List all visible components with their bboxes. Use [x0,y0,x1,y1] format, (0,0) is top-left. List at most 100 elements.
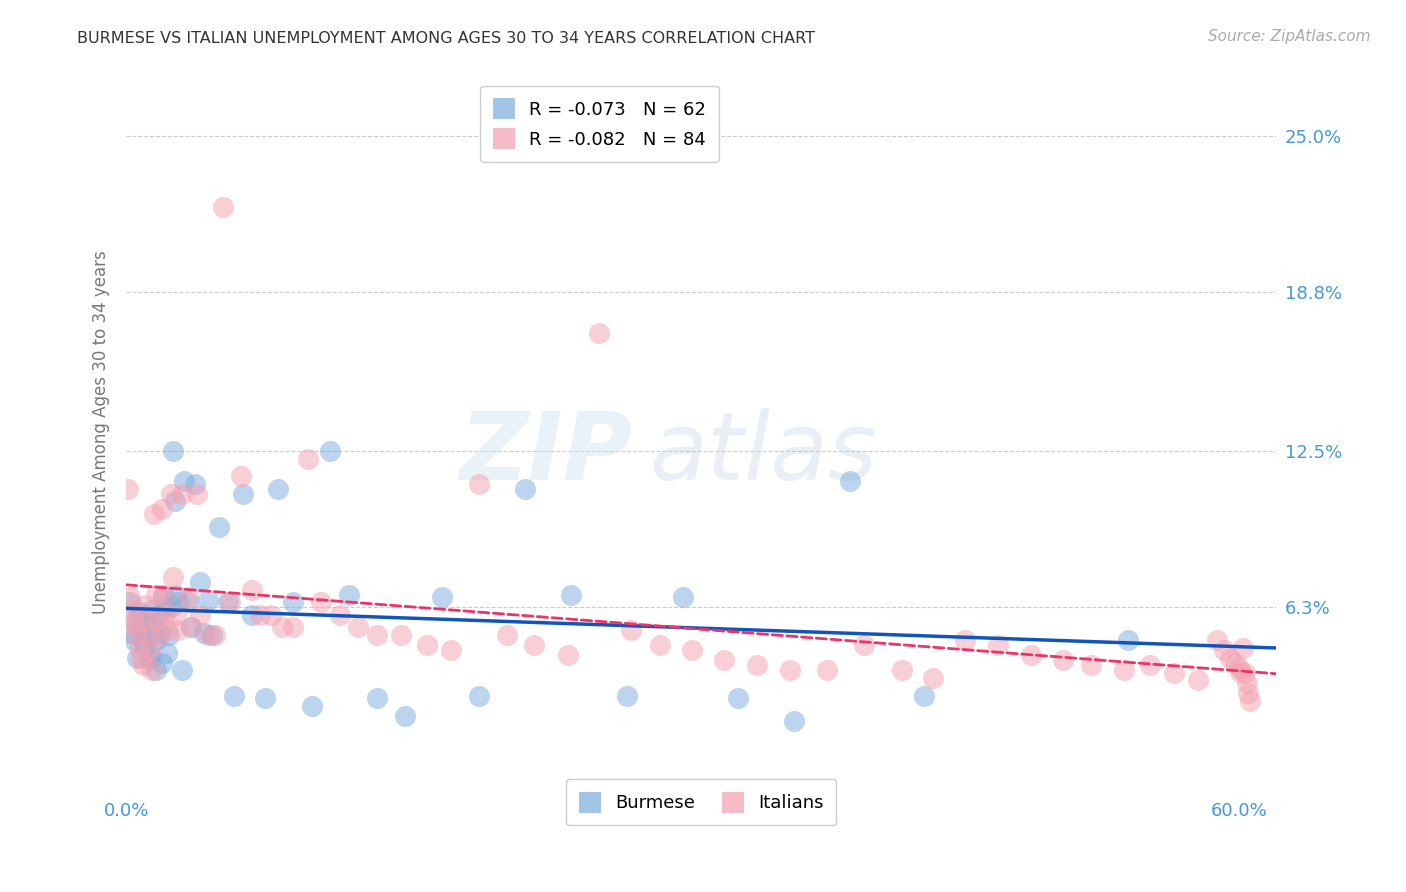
Point [129,623,152,637]
Point [186,487,208,501]
Point [366,691,388,706]
Point [155,607,177,622]
Point [495,628,517,642]
Point [143,620,166,634]
Point [132,658,155,673]
Point [249,607,271,622]
Point [117,482,139,496]
Point [159,600,181,615]
Point [329,607,352,622]
Point [180,620,202,634]
Point [204,628,226,642]
Point [124,613,146,627]
Point [165,588,187,602]
Point [231,469,253,483]
Point [242,607,264,622]
Point [1219,650,1241,665]
Point [366,628,388,642]
Point [727,691,749,706]
Point [163,494,186,508]
Point [173,475,195,489]
Point [219,595,242,609]
Point [176,591,198,605]
Point [267,482,290,496]
Point [271,620,294,634]
Point [588,326,610,340]
Point [139,653,162,667]
Point [1021,648,1043,663]
Point [347,620,370,634]
Point [128,640,150,655]
Point [135,610,157,624]
Point [150,656,173,670]
Point [297,451,319,466]
Point [149,628,172,642]
Point [118,591,141,605]
Point [132,633,155,648]
Point [1163,665,1185,680]
Point [162,444,184,458]
Legend: Burmese, Italians: Burmese, Italians [567,780,837,825]
Point [165,607,187,622]
Point [211,200,233,214]
Point [217,595,239,609]
Point [394,708,416,723]
Point [135,613,157,627]
Point [127,650,149,665]
Point [155,600,177,615]
Point [141,663,163,677]
Point [681,643,703,657]
Point [149,625,172,640]
Point [193,625,215,640]
Point [430,591,453,605]
Point [1213,643,1236,657]
Point [232,487,254,501]
Point [337,588,360,602]
Point [779,663,801,677]
Point [242,582,264,597]
Point [145,633,167,648]
Point [922,671,945,685]
Point [118,595,141,609]
Point [650,638,672,652]
Point [953,633,976,648]
Text: BURMESE VS ITALIAN UNEMPLOYMENT AMONG AGES 30 TO 34 YEARS CORRELATION CHART: BURMESE VS ITALIAN UNEMPLOYMENT AMONG AG… [77,31,815,46]
Point [167,595,190,609]
Y-axis label: Unemployment Among Ages 30 to 34 years: Unemployment Among Ages 30 to 34 years [93,251,110,614]
Point [620,623,643,637]
Point [1139,658,1161,673]
Point [156,646,179,660]
Point [1233,665,1256,680]
Point [616,689,638,703]
Point [156,623,179,637]
Point [513,482,536,496]
Point [283,620,305,634]
Point [672,591,695,605]
Point [815,663,838,677]
Point [138,628,160,642]
Point [170,487,193,501]
Point [1080,658,1102,673]
Point [713,653,735,667]
Point [141,603,163,617]
Point [138,628,160,642]
Point [260,607,283,622]
Point [1205,633,1227,648]
Point [467,689,489,703]
Text: atlas: atlas [650,409,877,500]
Point [416,638,439,652]
Point [1187,673,1209,688]
Point [157,628,180,642]
Point [309,595,332,609]
Point [557,648,579,663]
Point [1225,656,1247,670]
Point [152,591,174,605]
Point [467,476,489,491]
Point [150,502,173,516]
Point [1237,686,1260,700]
Point [1116,633,1139,648]
Point [146,607,169,622]
Point [389,628,412,642]
Point [190,575,212,590]
Point [162,570,184,584]
